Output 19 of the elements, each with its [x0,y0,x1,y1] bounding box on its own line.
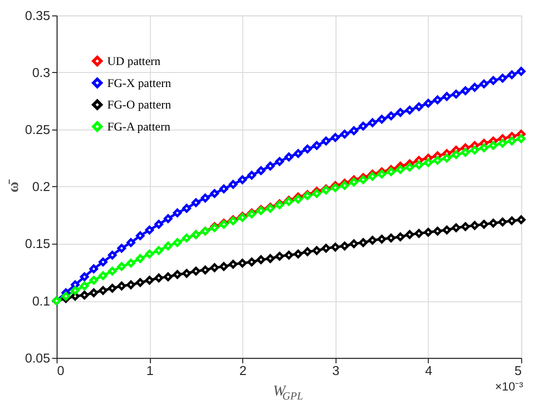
x-tick-label: 1 [146,363,154,378]
y-axis-title: ω̄ [6,178,22,193]
legend-label: UD pattern [107,54,160,68]
y-tick-label: 0.3 [32,64,50,80]
text: ×10⁻³ [494,380,524,394]
y-tick-label: 0.2 [32,179,50,194]
x-tick-label: 2 [239,363,246,378]
legend-label: FG-A pattern [107,120,170,134]
legend-label: FG-X pattern [107,76,172,90]
y-tick-label: 0.25 [25,122,50,138]
y-tick-label: 0.05 [25,350,50,366]
x-tick-label: 0 [57,363,64,378]
legend-label: FG-O pattern [107,98,172,112]
x-tick-label: 5 [514,363,522,378]
x-tick-label: 3 [332,363,340,378]
y-tick-label: 0.1 [32,293,50,308]
x-tick-label: 4 [425,363,432,378]
y-tick-label: 0.15 [25,236,50,252]
y-tick-label: 0.35 [25,8,50,23]
